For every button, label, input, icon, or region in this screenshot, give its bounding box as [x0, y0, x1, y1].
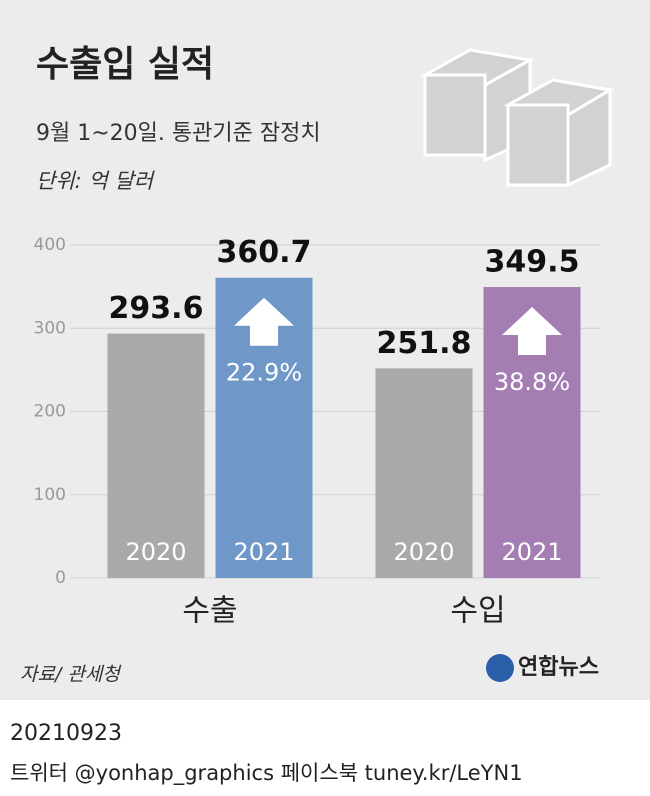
x-tick-label: 수출 [182, 594, 237, 629]
bar-year-label: 2020 [393, 538, 454, 566]
chart-title: 수출입 실적 [36, 44, 214, 85]
logo: 연합뉴스 [518, 654, 599, 680]
y-tick-label: 200 [34, 402, 66, 422]
up-arrow [502, 307, 562, 356]
unit: 단위: 억 달러 [36, 169, 155, 193]
boxes-illustration [420, 48, 615, 188]
y-tick-label: 400 [34, 235, 66, 255]
bar [375, 368, 473, 578]
bar [107, 333, 205, 578]
y-tick-label: 300 [34, 318, 66, 338]
logo-icon [486, 654, 514, 682]
y-tick-label: 0 [55, 568, 66, 588]
bar-year-label: 2021 [233, 538, 294, 566]
source: 자료/ 관세청 [20, 664, 122, 686]
x-tick-label: 수입 [450, 594, 505, 629]
date: 20210923 [10, 721, 122, 746]
y-tick-label: 100 [34, 485, 66, 505]
subtitle: 9월 1~20일. 통관기준 잠정치 [36, 121, 321, 146]
value-label: 251.8 [377, 326, 472, 361]
up-arrow [234, 297, 294, 346]
bar-year-label: 2020 [125, 538, 186, 566]
change-label: 38.8% [494, 368, 570, 396]
value-label: 360.7 [217, 235, 312, 270]
change-label: 22.9% [226, 359, 302, 387]
footer: 트위터 @yonhap_graphics 페이스북 tuney.kr/LeYN1 [10, 761, 523, 786]
bar-year-label: 2021 [501, 538, 562, 566]
value-label: 349.5 [485, 245, 580, 280]
value-label: 293.6 [109, 291, 204, 326]
